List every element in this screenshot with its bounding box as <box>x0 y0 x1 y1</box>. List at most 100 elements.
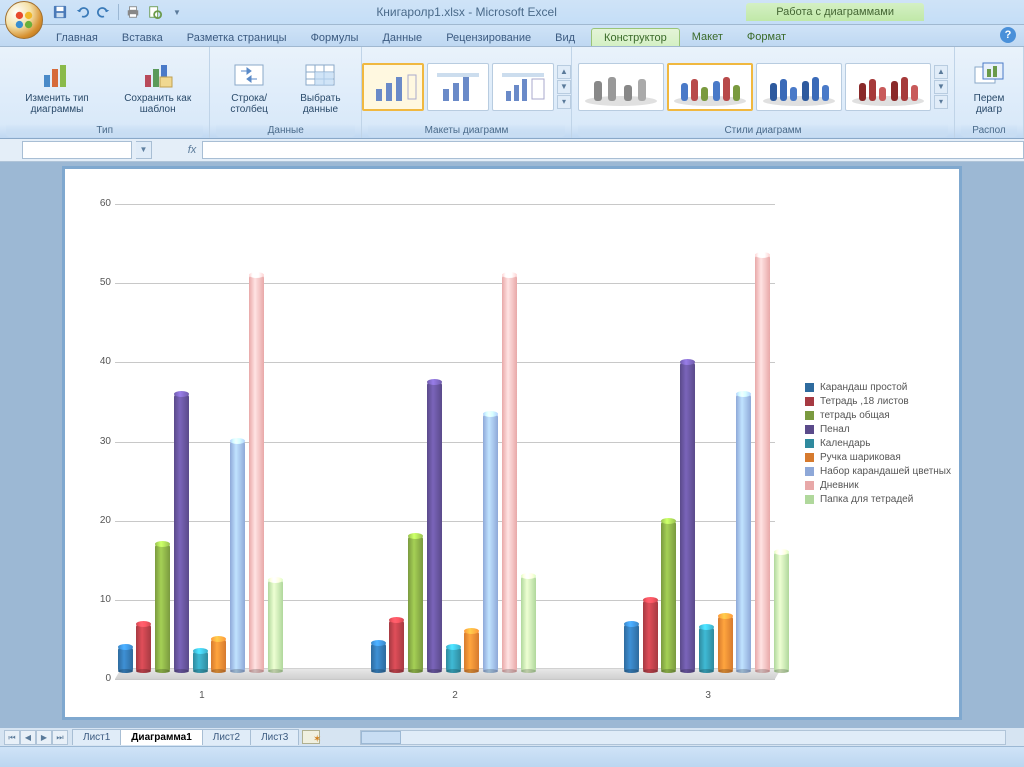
chart-bar[interactable] <box>193 651 208 671</box>
preview-icon[interactable] <box>145 2 165 22</box>
sheet-nav-buttons: ⏮◀▶⏭ <box>4 730 68 745</box>
help-icon[interactable]: ? <box>1000 27 1016 43</box>
layout-option-3[interactable] <box>492 63 554 111</box>
chart-bar[interactable] <box>736 394 751 671</box>
horizontal-scrollbar[interactable] <box>360 730 1006 745</box>
save-as-template-button[interactable]: Сохранить как шаблон <box>112 57 203 118</box>
print-icon[interactable] <box>123 2 143 22</box>
layout-option-2[interactable] <box>427 63 489 111</box>
legend-item[interactable]: Календарь <box>805 438 951 449</box>
legend-item[interactable]: тетрадь общая <box>805 410 951 421</box>
change-chart-type-button[interactable]: Изменить тип диаграммы <box>6 57 108 118</box>
chart-bar[interactable] <box>624 624 639 672</box>
legend-item[interactable]: Карандаш простой <box>805 382 951 393</box>
layout-option-1[interactable] <box>362 63 424 111</box>
sheet-tab-Лист1[interactable]: Лист1 <box>72 729 121 745</box>
chart-bar[interactable] <box>371 643 386 671</box>
chart-object[interactable]: 0102030405060123 Карандаш простой Тетрадь… <box>64 168 960 718</box>
sheet-tab-Диаграмма1[interactable]: Диаграмма1 <box>120 729 202 745</box>
tab-Макет[interactable]: Макет <box>680 28 735 46</box>
style-option-1[interactable] <box>578 63 664 111</box>
chart-bar[interactable] <box>521 576 536 671</box>
undo-icon[interactable] <box>72 2 92 22</box>
legend-item[interactable]: Пенал <box>805 424 951 435</box>
chart-bar[interactable] <box>699 627 714 671</box>
chart-bar[interactable] <box>408 536 423 671</box>
style-option-4[interactable] <box>845 63 931 111</box>
chart-bar[interactable] <box>718 616 733 671</box>
style-option-2[interactable] <box>667 63 753 111</box>
ribbon: Изменить тип диаграммы Сохранить как шаб… <box>0 47 1024 139</box>
tab-Вид[interactable]: Вид <box>543 29 587 46</box>
tab-Разметка страницы[interactable]: Разметка страницы <box>175 29 299 46</box>
chart-bar[interactable] <box>174 394 189 671</box>
chart-bar[interactable] <box>268 580 283 671</box>
chart-bar[interactable] <box>643 600 658 671</box>
name-box-dropdown-icon[interactable]: ▼ <box>136 141 152 159</box>
new-sheet-icon[interactable]: ✶ <box>302 730 320 744</box>
select-data-button[interactable]: Выбрать данные <box>286 57 355 118</box>
sheet-nav-btn[interactable]: ⏭ <box>52 730 68 745</box>
tab-Вставка[interactable]: Вставка <box>110 29 175 46</box>
category-label: 2 <box>452 690 458 701</box>
tab-Рецензирование[interactable]: Рецензирование <box>434 29 543 46</box>
tab-Формулы[interactable]: Формулы <box>299 29 371 46</box>
chart-bar[interactable] <box>230 441 245 671</box>
move-chart-label: Перем диагр <box>965 93 1013 116</box>
legend-item[interactable]: Дневник <box>805 480 951 491</box>
switch-row-column-button[interactable]: Строка/столбец <box>216 57 281 118</box>
tab-Данные[interactable]: Данные <box>370 29 434 46</box>
layouts-gallery-scroll[interactable]: ▲▼▾ <box>557 65 571 109</box>
chart-layouts-gallery[interactable]: ▲▼▾ <box>362 63 571 111</box>
formula-input[interactable] <box>202 141 1024 159</box>
chart-legend[interactable]: Карандаш простой Тетрадь ,18 листов тетрад… <box>805 379 951 508</box>
chart-bar[interactable] <box>118 647 133 671</box>
move-chart-button[interactable]: Перем диагр <box>961 57 1017 118</box>
fx-icon[interactable]: fx <box>182 144 202 156</box>
legend-item[interactable]: Набор карандашей цветных <box>805 466 951 477</box>
category-label: 3 <box>705 690 711 701</box>
sheet-nav-btn[interactable]: ◀ <box>20 730 36 745</box>
chart-styles-gallery[interactable]: ▲▼▾ <box>578 63 948 111</box>
sheet-nav-btn[interactable]: ▶ <box>36 730 52 745</box>
qat-dropdown-icon[interactable]: ▼ <box>167 2 187 22</box>
sheet-tab-Лист2[interactable]: Лист2 <box>202 729 251 745</box>
office-button[interactable] <box>5 1 43 39</box>
name-box[interactable] <box>22 141 132 159</box>
tab-Формат[interactable]: Формат <box>735 28 798 46</box>
select-data-label: Выбрать данные <box>290 93 351 116</box>
chart-bar[interactable] <box>680 362 695 671</box>
redo-icon[interactable] <box>94 2 114 22</box>
legend-item[interactable]: Тетрадь ,18 листов <box>805 396 951 407</box>
status-bar <box>0 746 1024 767</box>
y-tick-label: 30 <box>89 436 111 447</box>
chart-bar[interactable] <box>755 255 770 671</box>
scrollbar-thumb[interactable] <box>361 731 401 744</box>
style-option-3[interactable] <box>756 63 842 111</box>
chart-bar[interactable] <box>211 639 226 671</box>
chart-bar[interactable] <box>464 631 479 671</box>
legend-item[interactable]: Ручка шариковая <box>805 452 951 463</box>
sheet-nav-btn[interactable]: ⏮ <box>4 730 20 745</box>
chart-bar[interactable] <box>155 544 170 671</box>
chart-bar[interactable] <box>446 647 461 671</box>
ribbon-group-layouts-label: Макеты диаграмм <box>368 124 565 137</box>
chart-bar[interactable] <box>389 620 404 671</box>
styles-gallery-scroll[interactable]: ▲▼▾ <box>934 65 948 109</box>
sheet-tab-Лист3[interactable]: Лист3 <box>250 729 299 745</box>
save-icon[interactable] <box>50 2 70 22</box>
ribbon-group-location-label: Распол <box>961 124 1017 137</box>
change-chart-type-label: Изменить тип диаграммы <box>10 93 104 116</box>
chart-bar[interactable] <box>483 414 498 671</box>
tab-Конструктор[interactable]: Конструктор <box>591 28 680 46</box>
chart-bar[interactable] <box>427 382 442 671</box>
legend-item[interactable]: Папка для тетрадей <box>805 494 951 505</box>
chart-bar[interactable] <box>502 275 517 671</box>
chart-bar[interactable] <box>774 552 789 671</box>
tab-Главная[interactable]: Главная <box>44 29 110 46</box>
chart-bar[interactable] <box>661 521 676 671</box>
chart-bar[interactable] <box>249 275 264 671</box>
chart-bar[interactable] <box>136 624 151 672</box>
y-tick-label: 40 <box>89 356 111 367</box>
chart-plot-area[interactable]: 0102030405060123 <box>115 184 775 679</box>
